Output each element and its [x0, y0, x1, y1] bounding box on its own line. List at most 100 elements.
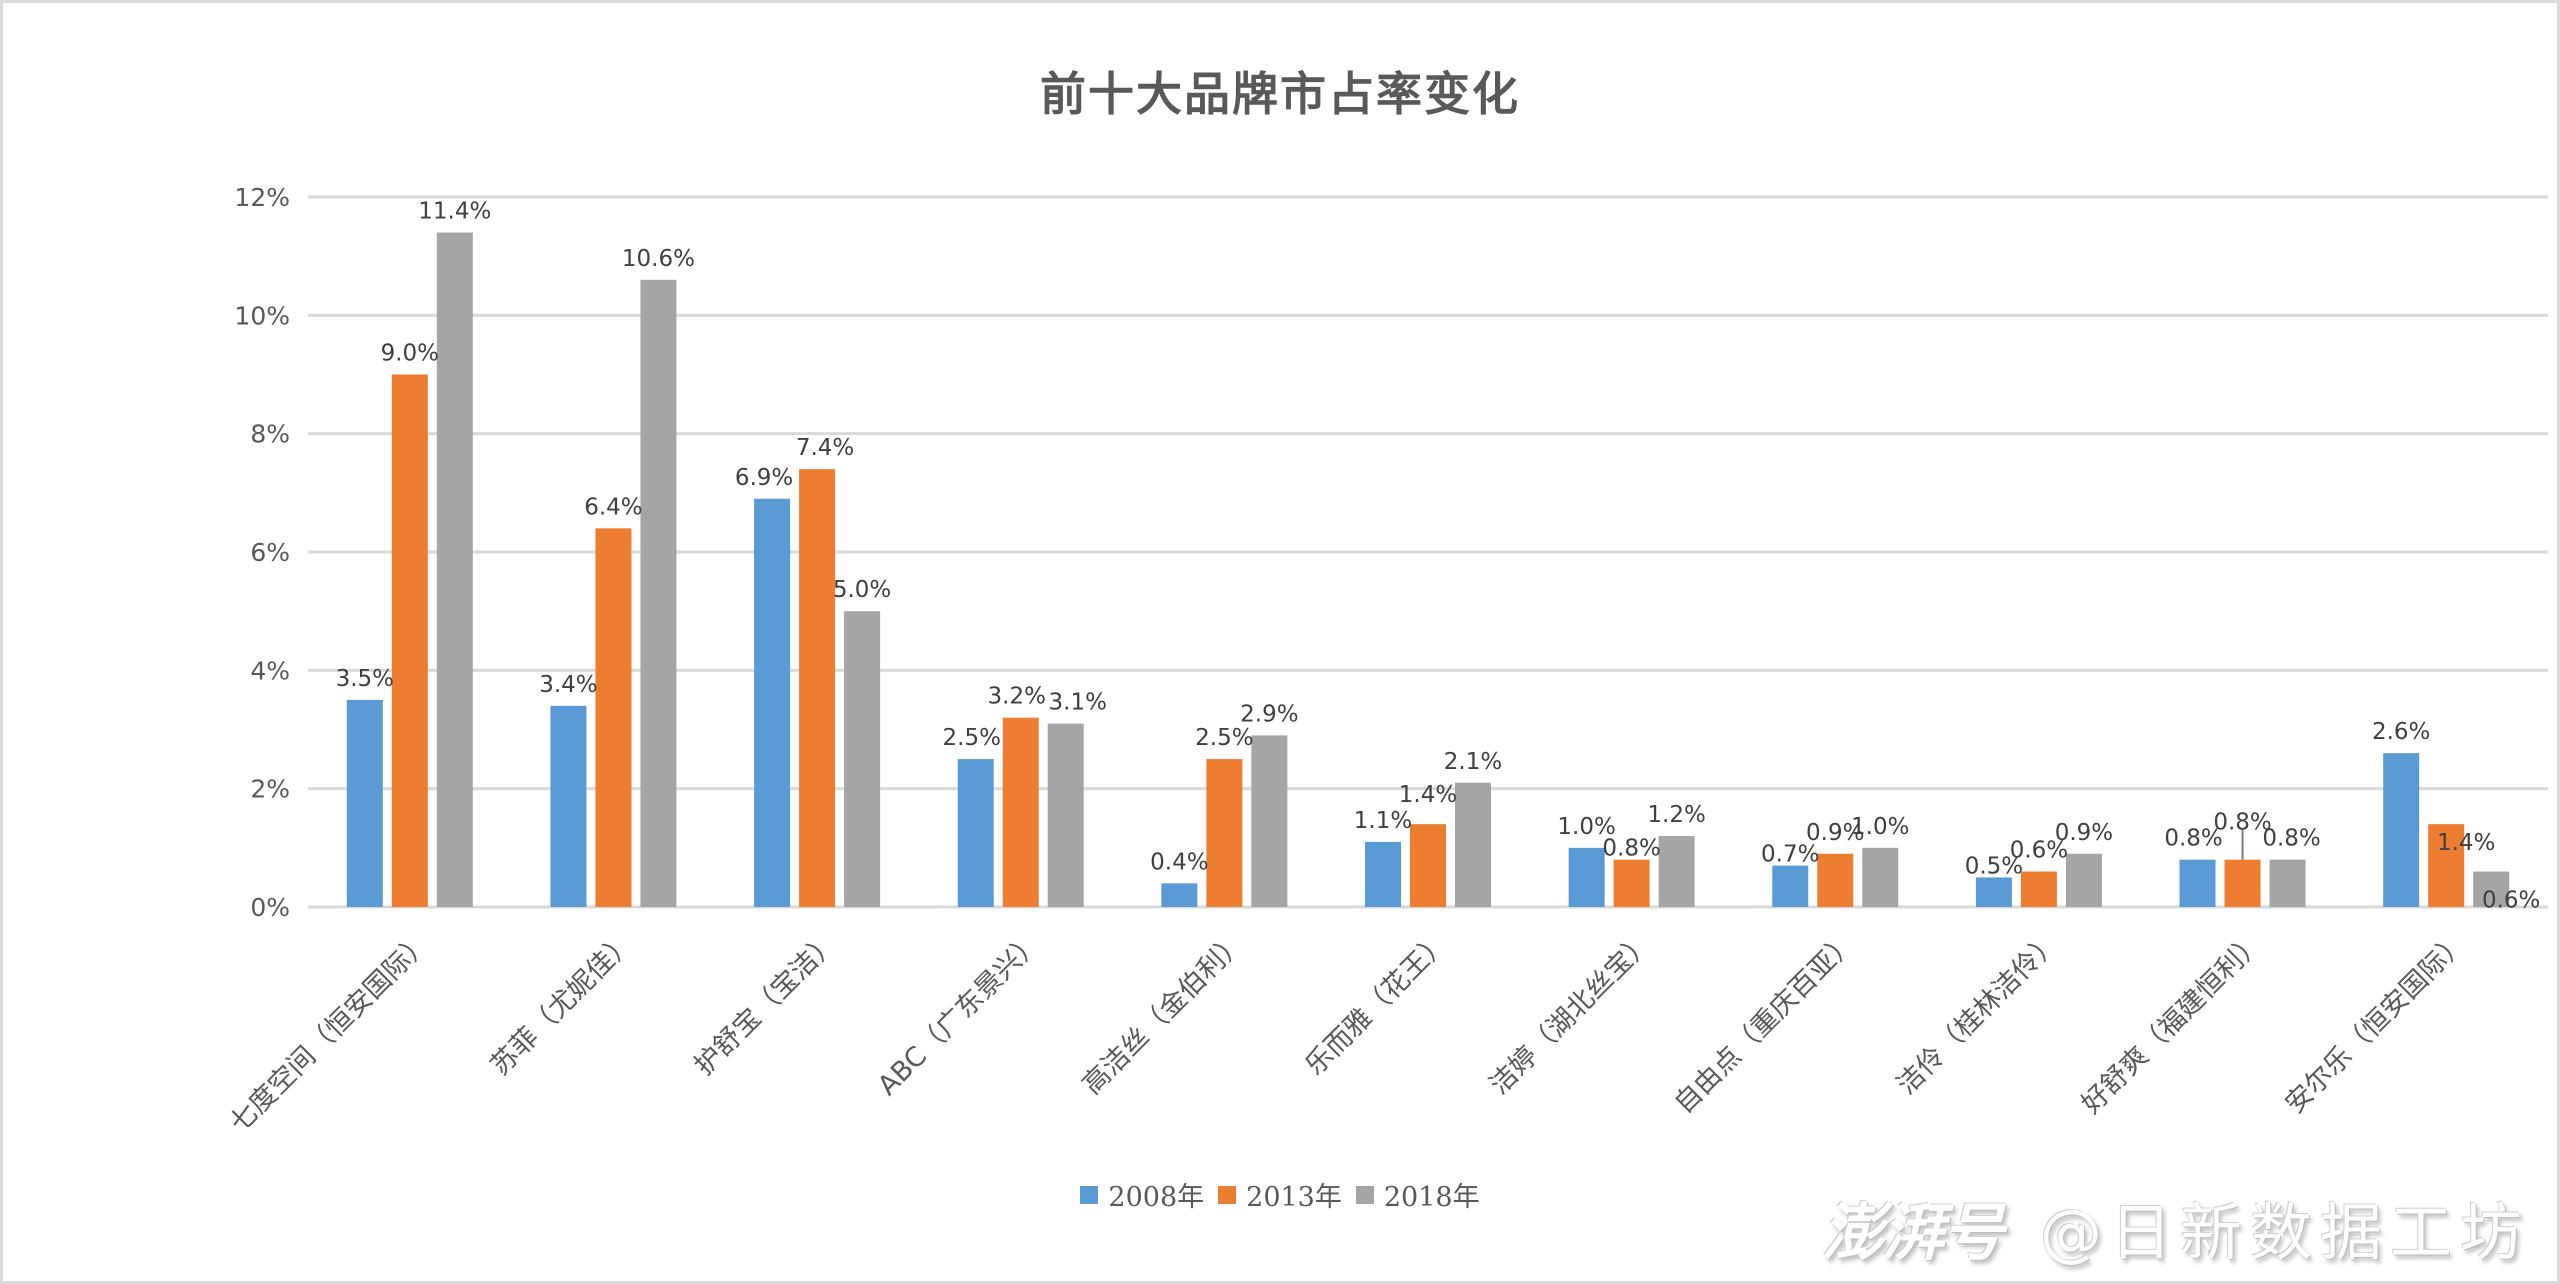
legend-swatch-2018	[1355, 1185, 1374, 1204]
data-label: 0.9%	[2055, 820, 2113, 846]
data-label: 2.5%	[1195, 725, 1253, 751]
legend-label-2008: 2008年	[1108, 1182, 1205, 1213]
bar[interactable]	[1772, 865, 1809, 907]
bar[interactable]	[1251, 735, 1288, 907]
bar[interactable]	[2428, 824, 2465, 907]
gridlines	[308, 195, 2548, 909]
data-label: 3.1%	[1049, 690, 1107, 716]
bar[interactable]	[346, 699, 383, 907]
data-label: 6.9%	[735, 465, 793, 491]
x-tick-label: 洁伶（桂林洁伶）	[1891, 926, 2066, 1101]
data-labels: 3.5% 9.0% 11.4% 3.4% 6.4% 10.6% 6.9%7.4% 5.0% 2.…	[336, 199, 2541, 914]
bar[interactable]	[2269, 859, 2306, 907]
x-tick-label: 苏菲（尤妮佳）	[485, 926, 641, 1082]
data-label: 6.4%	[584, 494, 642, 520]
data-label: 0.6%	[2482, 888, 2540, 914]
bar[interactable]	[1975, 877, 2012, 907]
bar[interactable]	[2473, 871, 2510, 908]
data-label: 0.7%	[1761, 842, 1819, 868]
x-tick-label: ABC（广东景兴）	[872, 926, 1048, 1102]
bar[interactable]	[1206, 759, 1243, 907]
data-label: 5.0%	[833, 577, 891, 603]
chart-title: 前十大品牌市占率变化	[1040, 67, 1520, 121]
data-label: 0.8%	[1602, 836, 1660, 862]
bar[interactable]	[1658, 836, 1695, 907]
y-tick-label: 2%	[250, 775, 290, 804]
bar[interactable]	[799, 469, 836, 907]
bar[interactable]	[1862, 847, 1899, 907]
bar[interactable]	[2224, 859, 2261, 907]
data-label: 0.8%	[2164, 826, 2222, 852]
bar[interactable]	[1613, 859, 1650, 907]
data-label: 2.5%	[943, 725, 1001, 751]
x-axis-labels: 七度空间（恒安国际） 苏菲（尤妮佳） 护舒宝（宝洁） ABC（广东景兴） 高洁丝（金伯利…	[224, 926, 2473, 1139]
bar[interactable]	[1161, 883, 1198, 907]
y-tick-label: 8%	[250, 420, 290, 449]
bar[interactable]	[1365, 841, 1401, 907]
data-label: 0.4%	[1150, 849, 1208, 875]
data-label: 9.0%	[381, 341, 439, 367]
data-label: 1.4%	[1399, 782, 1457, 808]
watermark: 澎湃号 @日新数据工坊	[1822, 1182, 2530, 1272]
bar-series	[346, 232, 2510, 908]
bar[interactable]	[595, 528, 632, 907]
bar[interactable]	[1568, 847, 1605, 907]
bar[interactable]	[1002, 717, 1039, 907]
x-tick-label: 好舒爽（福建恒利）	[2076, 926, 2270, 1120]
bar[interactable]	[436, 232, 473, 908]
data-label: 0.8%	[2262, 826, 2320, 852]
data-label: 10.6%	[622, 246, 695, 272]
data-label: 2.6%	[2372, 719, 2430, 745]
bar[interactable]	[1410, 824, 1446, 907]
y-tick-label: 12%	[234, 183, 290, 212]
x-tick-label: 乐而雅（花王）	[1299, 926, 1455, 1082]
bar[interactable]	[640, 279, 677, 907]
bar[interactable]	[550, 705, 587, 907]
data-label: 0.9%	[1806, 820, 1864, 846]
data-label: 0.5%	[1965, 853, 2023, 879]
y-tick-label: 4%	[250, 656, 290, 685]
x-tick-label: 高洁丝（金伯利）	[1077, 926, 1252, 1101]
x-tick-label: 自由点（重庆百亚）	[1668, 926, 1862, 1120]
x-tick-label: 护舒宝（宝洁）	[688, 926, 844, 1082]
y-tick-label: 6%	[250, 538, 290, 567]
data-label: 1.0%	[1851, 814, 1909, 840]
bar[interactable]	[1455, 782, 1491, 907]
legend: 2008年 2013年 2018年	[0, 1175, 2560, 1214]
bar[interactable]	[2179, 859, 2216, 907]
legend-item-2008[interactable]: 2008年	[1080, 1175, 1204, 1214]
bar[interactable]	[2020, 871, 2057, 908]
data-label: 2.9%	[1240, 701, 1298, 727]
data-label: 11.4%	[418, 199, 491, 225]
data-label: 3.4%	[539, 672, 597, 698]
watermark-brand: 澎湃号	[1821, 1196, 2004, 1269]
legend-label-2013: 2013年	[1246, 1182, 1342, 1213]
y-axis-ticks: 0% 2% 4% 6% 8% 10% 12%	[234, 183, 290, 922]
legend-swatch-2013	[1218, 1185, 1237, 1204]
x-tick-label: 七度空间（恒安国际）	[224, 926, 437, 1139]
y-tick-label: 0%	[250, 893, 290, 922]
bar[interactable]	[1817, 853, 1854, 907]
legend-item-2018[interactable]: 2018年	[1355, 1175, 1480, 1214]
legend-swatch-2008	[1080, 1185, 1099, 1204]
legend-item-2013[interactable]: 2013年	[1218, 1175, 1342, 1214]
x-tick-label: 安尔乐（恒安国际）	[2279, 926, 2473, 1120]
data-label: 1.1%	[1354, 808, 1412, 834]
data-label: 1.0%	[1557, 814, 1615, 840]
bar[interactable]	[844, 611, 881, 907]
data-label: 1.2%	[1647, 802, 1705, 828]
bar[interactable]	[957, 759, 994, 907]
bar[interactable]	[2383, 753, 2420, 907]
data-label: 7.4%	[796, 435, 854, 461]
data-label: 2.1%	[1444, 749, 1502, 775]
bar[interactable]	[391, 374, 428, 908]
bar[interactable]	[2065, 853, 2102, 907]
bar[interactable]	[1047, 723, 1084, 907]
y-tick-label: 10%	[234, 301, 290, 330]
data-label: 3.5%	[336, 666, 394, 692]
bar[interactable]	[754, 498, 791, 907]
data-label: 0.6%	[2010, 838, 2068, 864]
data-label: 1.4%	[2437, 830, 2495, 856]
watermark-handle: @日新数据工坊	[2039, 1196, 2530, 1269]
